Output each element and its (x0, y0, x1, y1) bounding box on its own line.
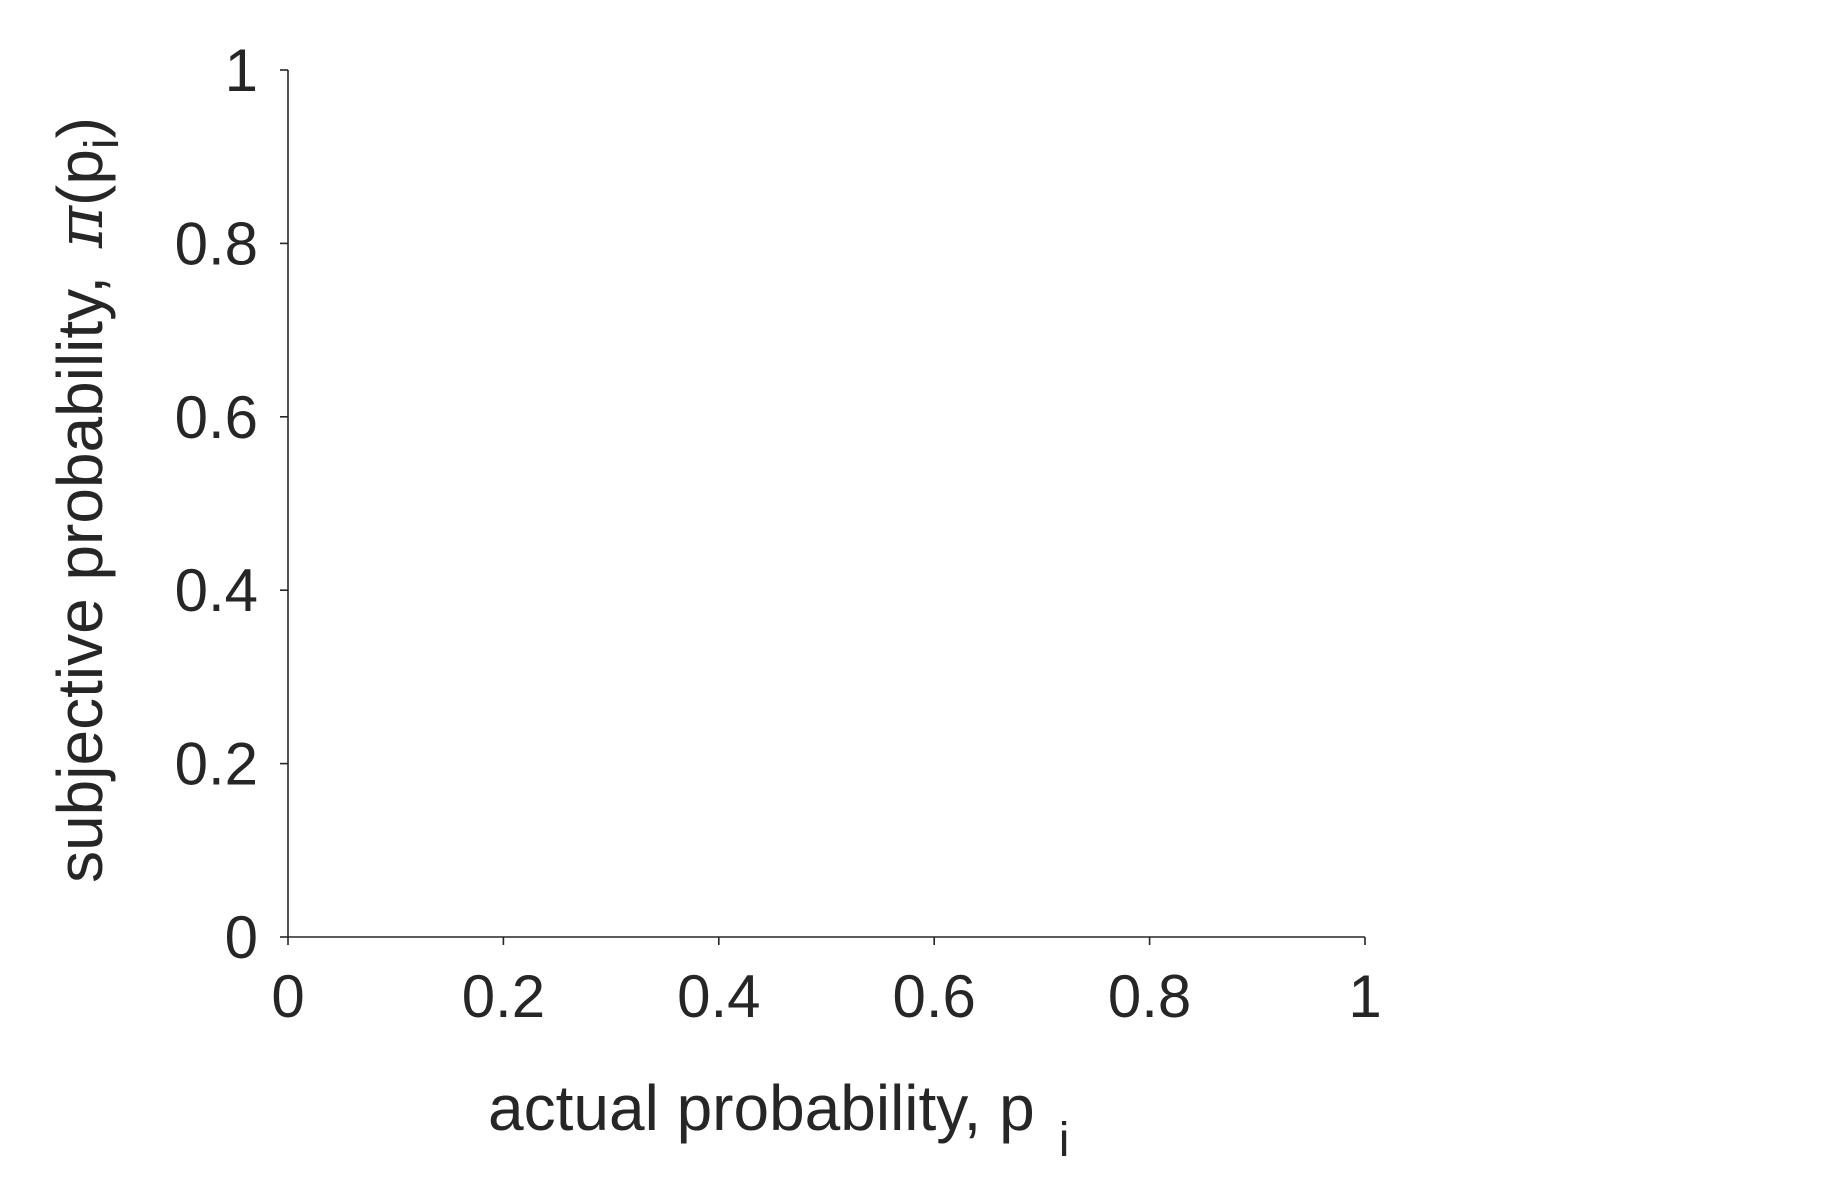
y-tick-label: 0.4 (175, 557, 258, 624)
y-tick-label: 0.8 (175, 210, 258, 277)
x-axis-label-main: actual probability, p (488, 1072, 1035, 1144)
y-axis-label-open: (p (44, 149, 116, 206)
y-tick-label: 0.2 (175, 731, 258, 798)
x-tick-label: 0.2 (462, 963, 545, 1030)
y-tick-label: 0 (225, 904, 258, 971)
y-axis-label-symbol: π (44, 205, 118, 249)
y-tick-label: 0.6 (175, 384, 258, 451)
y-axis-label: subjective probability, π(pi) (44, 117, 129, 883)
axes-group (287, 70, 1365, 938)
y-axis-label-close: ) (44, 117, 116, 138)
y-axis-label-subscript: i (76, 138, 129, 149)
x-axis-label-subscript: i (1059, 1114, 1070, 1167)
x-tick-label: 0 (271, 963, 304, 1030)
x-ticks: 0 0.2 0.4 0.6 0.8 1 (271, 937, 1382, 1030)
x-tick-label: 0.4 (677, 963, 760, 1030)
y-tick-label: 1 (225, 37, 258, 104)
x-axis-label: actual probability, p i (488, 1072, 1069, 1167)
x-tick-label: 0.8 (1108, 963, 1191, 1030)
x-tick-label: 0.6 (892, 963, 975, 1030)
y-ticks: 0 0.2 0.4 0.6 0.8 1 (175, 37, 288, 971)
y-axis-label-prefix: subjective probability, (44, 258, 116, 883)
x-tick-label: 1 (1348, 963, 1381, 1030)
